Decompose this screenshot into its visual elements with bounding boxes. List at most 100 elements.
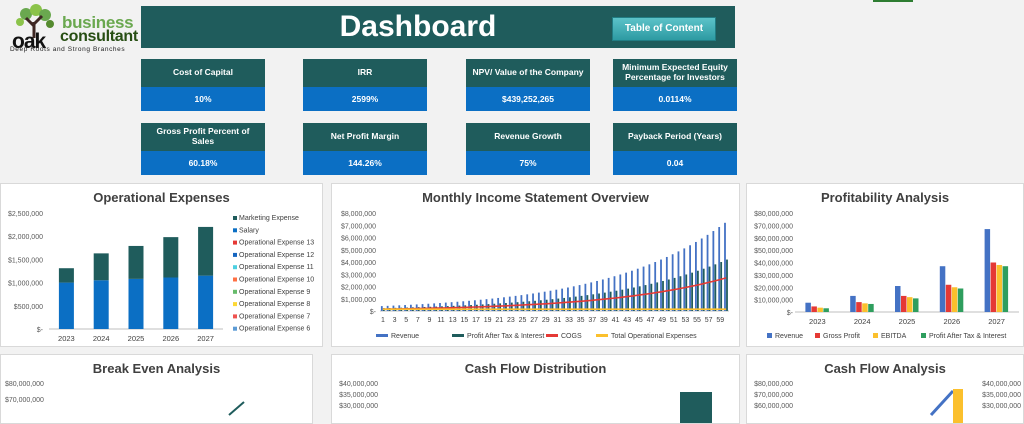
revenue-bar bbox=[473, 300, 476, 311]
profit-bar-revenue bbox=[850, 295, 856, 312]
kpi-min-equity: Minimum Expected Equity Percentage for I… bbox=[613, 59, 737, 111]
kpi-label: Payback Period (Years) bbox=[613, 123, 737, 151]
y-tick-label: $80,000,000 bbox=[5, 381, 44, 388]
x-tick-label: 2025 bbox=[128, 334, 145, 343]
x-tick-label: 3 bbox=[393, 317, 397, 324]
profit-bar bbox=[714, 264, 717, 311]
profit-bar-ebitda bbox=[862, 303, 868, 312]
revenue-bar bbox=[700, 238, 703, 311]
break-even-panel[interactable]: Break Even Analysis $80,000,000 $70,000,0… bbox=[0, 354, 313, 424]
revenue-bar bbox=[526, 294, 529, 311]
profit-bar bbox=[662, 280, 664, 311]
profit-bar bbox=[708, 266, 711, 311]
profit-bar bbox=[493, 303, 496, 311]
profit-bar bbox=[673, 277, 676, 311]
revenue-bar bbox=[671, 254, 674, 311]
revenue-bar bbox=[677, 251, 680, 311]
cash-flow-line bbox=[929, 389, 955, 417]
legend-swatch bbox=[815, 333, 820, 338]
x-tick-label: 2023 bbox=[58, 334, 75, 343]
legend-label: Operational Expense 12 bbox=[239, 252, 314, 259]
legend-label: Operational Expense 8 bbox=[239, 301, 310, 308]
x-tick-label: 55 bbox=[693, 317, 701, 324]
profit-bar bbox=[638, 286, 641, 311]
revenue-bar bbox=[584, 283, 587, 311]
profit-bar bbox=[644, 285, 647, 311]
y-tick-label: $- bbox=[37, 327, 44, 334]
profit-bar bbox=[580, 295, 583, 311]
monthly-income-panel[interactable]: Monthly Income Statement Overview $8,000… bbox=[331, 183, 740, 347]
legend-label: Operational Expense 6 bbox=[239, 326, 310, 333]
legend-swatch bbox=[233, 252, 237, 257]
x-tick-label: 27 bbox=[530, 317, 538, 324]
kpi-value: 75% bbox=[466, 151, 590, 175]
legend-swatch bbox=[233, 314, 237, 319]
revenue-bar bbox=[724, 222, 726, 311]
x-tick-label: 11 bbox=[437, 317, 444, 324]
profit-bar-profit-after-tax-interest bbox=[1002, 266, 1009, 312]
profit-bar bbox=[679, 276, 682, 311]
legend-swatch bbox=[233, 326, 237, 331]
cash-flow-bar bbox=[953, 389, 963, 423]
dashboard-header: Dashboard Table of Content bbox=[141, 6, 735, 48]
legend-label: Revenue bbox=[775, 333, 803, 340]
x-tick-label: 2026 bbox=[943, 317, 960, 326]
revenue-bar bbox=[497, 297, 500, 311]
chart-title: Cash Flow Analysis bbox=[824, 361, 946, 376]
profit-bar bbox=[667, 279, 670, 311]
y-tick-label: $3,000,000 bbox=[341, 272, 376, 279]
profit-bar-gross-profit bbox=[811, 306, 817, 312]
opex-bar-salary bbox=[198, 275, 214, 329]
profit-bar bbox=[627, 288, 630, 311]
legend-label: Operational Expense 13 bbox=[239, 240, 314, 247]
revenue-bar bbox=[567, 287, 569, 311]
profit-bar bbox=[534, 300, 536, 311]
kpi-revenue-growth: Revenue Growth 75% bbox=[466, 123, 590, 175]
revenue-bar bbox=[421, 304, 424, 311]
profit-bar bbox=[475, 304, 478, 311]
legend-swatch bbox=[767, 333, 772, 338]
profitability-panel[interactable]: Profitability Analysis $80,000,000 $70,00… bbox=[746, 183, 1024, 347]
y-tick-label: $4,000,000 bbox=[341, 260, 376, 267]
cash-flow-distribution-panel[interactable]: Cash Flow Distribution $40,000,000 $35,00… bbox=[331, 354, 740, 424]
profit-bar bbox=[586, 295, 589, 311]
operational-expenses-panel[interactable]: Operational Expenses $2,500,000 $2,000,00… bbox=[0, 183, 323, 347]
table-of-content-button[interactable]: Table of Content bbox=[612, 17, 716, 41]
y2-tick-label: $30,000,000 bbox=[982, 403, 1021, 410]
kpi-value: 10% bbox=[141, 87, 265, 111]
revenue-bar bbox=[532, 293, 534, 311]
profit-bar bbox=[499, 303, 502, 311]
break-even-chart: $80,000,000 $70,000,000 bbox=[5, 381, 245, 416]
opex-bar-salary bbox=[58, 282, 74, 329]
profit-bar bbox=[551, 299, 554, 311]
revenue-bar bbox=[613, 276, 616, 311]
y-tick-label: $35,000,000 bbox=[339, 392, 378, 399]
revenue-bar bbox=[712, 231, 715, 311]
profit-bar-gross-profit bbox=[901, 295, 907, 312]
monthly-income-chart: $8,000,000 $7,000,000 $6,000,000 $5,000,000… bbox=[341, 211, 729, 340]
profit-bar bbox=[726, 259, 728, 311]
profit-bar bbox=[563, 297, 566, 311]
revenue-bar bbox=[718, 227, 721, 311]
revenue-bar bbox=[508, 296, 511, 311]
profit-bar bbox=[516, 302, 519, 311]
revenue-bar bbox=[380, 306, 383, 311]
x-tick-label: 21 bbox=[495, 317, 503, 324]
x-tick-label: 57 bbox=[705, 317, 713, 324]
kpi-label: Gross Profit Percent of Sales bbox=[141, 123, 265, 151]
kpi-label: Net Profit Margin bbox=[303, 123, 427, 151]
profit-bar bbox=[592, 294, 595, 311]
y-tick-label: $70,000,000 bbox=[5, 397, 44, 404]
legend-label: Total Operational Expenses bbox=[611, 333, 697, 340]
y-tick-label: $- bbox=[370, 309, 377, 316]
profit-bar bbox=[481, 304, 484, 311]
legend-label: Operational Expense 7 bbox=[239, 313, 310, 320]
profit-bar bbox=[545, 299, 548, 311]
profit-bar-revenue bbox=[895, 286, 901, 312]
cash-flow-analysis-panel[interactable]: Cash Flow Analysis $80,000,000 $70,000,00… bbox=[746, 354, 1024, 424]
kpi-label: Cost of Capital bbox=[141, 59, 265, 87]
y-tick-label: $40,000,000 bbox=[754, 261, 793, 268]
y-tick-label: $50,000,000 bbox=[754, 248, 793, 255]
legend-label: COGS bbox=[561, 333, 582, 340]
profit-bar bbox=[574, 296, 577, 311]
